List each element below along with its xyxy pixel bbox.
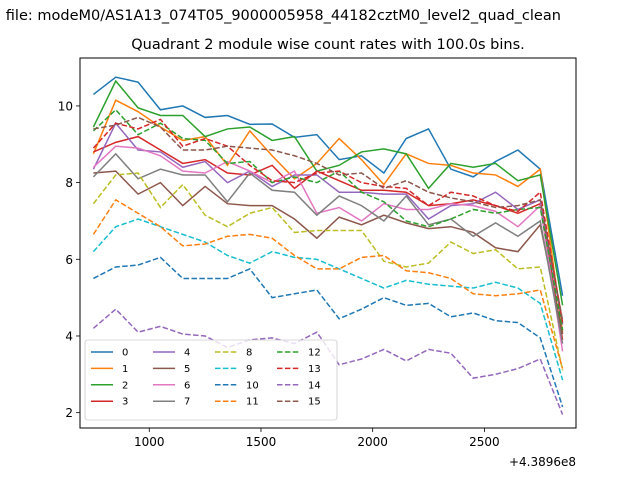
series-line-9 bbox=[92, 218, 564, 381]
y-tick-label: 2 bbox=[65, 406, 73, 420]
legend-label-1: 1 bbox=[122, 364, 128, 375]
series-line-4 bbox=[92, 121, 564, 325]
series-line-12 bbox=[92, 108, 564, 331]
legend-label-14: 14 bbox=[308, 380, 321, 391]
y-axis: 2 4 6 8 10 bbox=[58, 99, 80, 420]
y-tick-label: 6 bbox=[65, 253, 73, 267]
legend-label-6: 6 bbox=[184, 380, 190, 391]
legend-label-3: 3 bbox=[122, 397, 128, 408]
legend-label-0: 0 bbox=[122, 348, 128, 359]
series-line-10 bbox=[93, 256, 564, 408]
legend-label-8: 8 bbox=[246, 348, 252, 359]
series-line-8 bbox=[92, 172, 564, 371]
legend-box bbox=[84, 339, 338, 421]
chart-title: Quadrant 2 module wise count rates with … bbox=[131, 37, 525, 53]
x-tick-label: 2000 bbox=[357, 435, 388, 449]
x-tick-label: 2500 bbox=[469, 435, 500, 449]
x-tick-label: 1000 bbox=[134, 435, 165, 449]
series-line-6 bbox=[92, 145, 564, 352]
series-line-7 bbox=[92, 152, 564, 344]
series-line-13 bbox=[92, 118, 564, 323]
series-line-5 bbox=[93, 170, 564, 335]
plot-frame bbox=[79, 57, 577, 429]
legend-label-15: 15 bbox=[308, 397, 321, 408]
legend-label-5: 5 bbox=[184, 364, 190, 375]
series-line-2 bbox=[92, 79, 564, 306]
legend-label-10: 10 bbox=[246, 380, 259, 391]
x-tick-label: 1500 bbox=[246, 435, 277, 449]
legend-label-2: 2 bbox=[122, 380, 128, 391]
y-tick-label: 8 bbox=[65, 176, 73, 190]
legend-label-13: 13 bbox=[308, 364, 321, 375]
x-axis: 1000 1500 2000 2500 bbox=[134, 428, 500, 449]
legend-label-9: 9 bbox=[246, 364, 252, 375]
y-tick-label: 10 bbox=[58, 99, 73, 113]
series-line-0 bbox=[92, 76, 564, 296]
figure-suptitle: n file: modeM0/AS1A13_074T05_9000005958_… bbox=[0, 8, 561, 24]
series-line-15 bbox=[93, 116, 564, 321]
legend-label-4: 4 bbox=[184, 348, 190, 359]
legend-label-11: 11 bbox=[246, 397, 259, 408]
series-line-3 bbox=[93, 135, 564, 340]
x-offset-label: +4.3896e8 bbox=[509, 455, 576, 469]
series-layer bbox=[92, 76, 564, 415]
y-tick-label: 4 bbox=[65, 329, 73, 343]
series-line-11 bbox=[92, 198, 564, 369]
legend-label-12: 12 bbox=[308, 348, 321, 359]
legend-label-7: 7 bbox=[184, 397, 190, 408]
